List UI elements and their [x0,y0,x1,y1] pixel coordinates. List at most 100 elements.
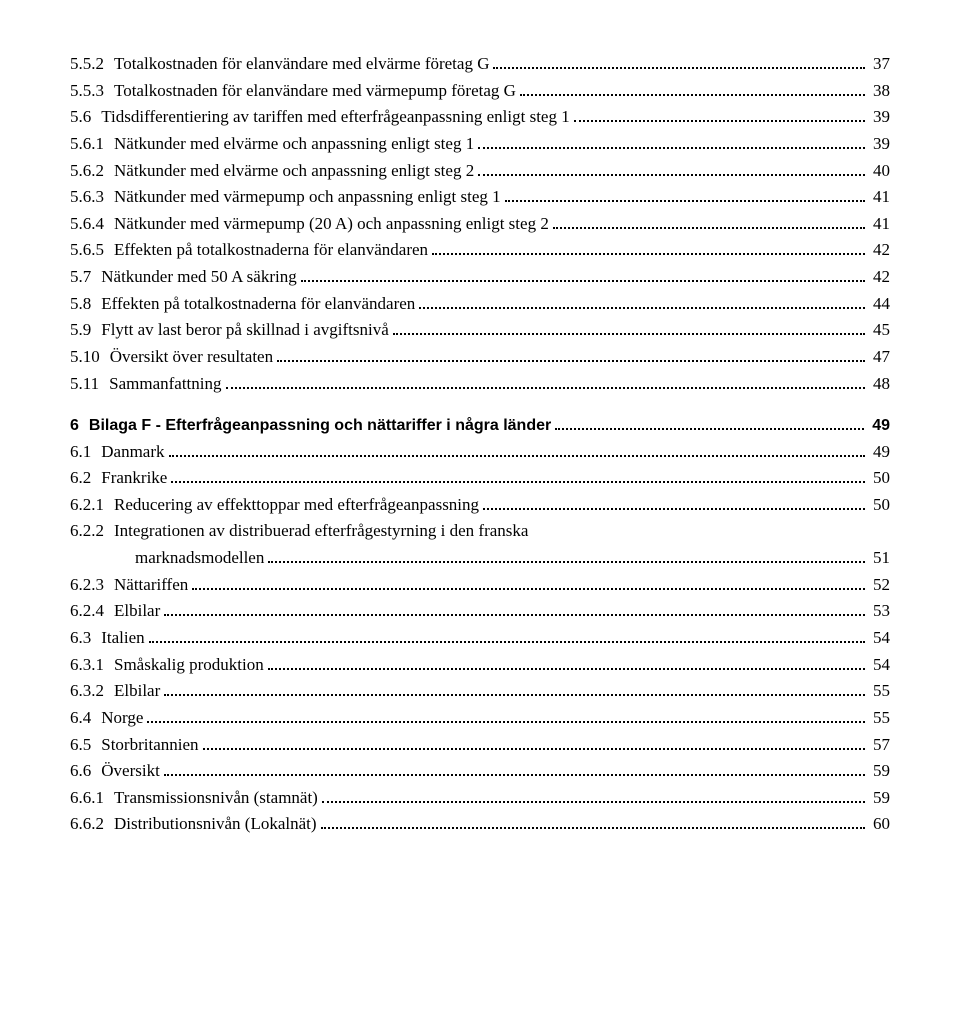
toc-number: 6.6.2 [70,812,114,837]
toc-number: 5.7 [70,265,101,290]
toc-page-number: 59 [869,759,890,784]
toc-leader-dots [505,200,865,202]
toc-leader-dots [553,227,865,229]
toc-number: 5.5.2 [70,52,114,77]
toc-number: 5.6.3 [70,185,114,210]
toc-number: 6.2.1 [70,493,114,518]
toc-number: 6.2.3 [70,573,114,598]
toc-title: Integrationen av distribuerad efterfråge… [114,519,528,544]
toc-title: Distributionsnivån (Lokalnät) [114,812,317,837]
toc-entry: 6.6Översikt 59 [70,759,890,784]
toc-number: 5.6.1 [70,132,114,157]
toc-leader-dots [301,280,865,282]
toc-title: Reducering av effekttoppar med efterfråg… [114,493,479,518]
toc-leader-dots [322,801,865,803]
toc-title: Nätkunder med 50 A säkring [101,265,296,290]
toc-entry: 5.5.3Totalkostnaden för elanvändare med … [70,79,890,104]
toc-entry: 6.5Storbritannien57 [70,733,890,758]
toc-leader-dots [169,455,865,457]
toc-page-number: 38 [869,79,890,104]
toc-title: Översikt [101,759,160,784]
toc-page-number: 41 [869,212,890,237]
toc-entry: 5.7Nätkunder med 50 A säkring42 [70,265,890,290]
toc-page-number: 51 [869,546,890,571]
toc-entry: 6.3.1Småskalig produktion54 [70,653,890,678]
toc-title: Danmark [101,440,164,465]
toc-number: 5.6.5 [70,238,114,263]
toc-page-number: 50 [869,493,890,518]
toc-page-number: 50 [869,466,890,491]
toc-number: 5.11 [70,372,109,397]
toc-title: Norge [101,706,143,731]
toc-entry: 6Bilaga F - Efterfrågeanpassning och nät… [70,414,890,437]
toc-leader-dots [493,67,865,69]
toc-page-number: 55 [869,706,890,731]
toc-entry: 6.6.2Distributionsnivån (Lokalnät)60 [70,812,890,837]
toc-title: Effekten på totalkostnaderna för elanvän… [101,292,415,317]
toc-number: 5.5.3 [70,79,114,104]
toc-leader-dots [171,481,865,483]
toc-title: Flytt av last beror på skillnad i avgift… [101,318,389,343]
toc-page-number: 42 [869,238,890,263]
toc-number: 6.3.2 [70,679,114,704]
toc-leader-dots [483,508,865,510]
toc-page-number: 41 [869,185,890,210]
toc-gap [70,398,890,412]
toc-number: 6.2.4 [70,599,114,624]
toc-title: Elbilar [114,599,160,624]
toc-entry: 5.6.5Effekten på totalkostnaderna för el… [70,238,890,263]
toc-page-number: 47 [869,345,890,370]
toc-leader-dots [192,588,865,590]
toc-title: Småskalig produktion [114,653,264,678]
toc-page-number: 49 [868,414,890,437]
toc-title: Nätkunder med värmepump och anpassning e… [114,185,501,210]
toc-entry: 6.6.1Transmissionsnivån (stamnät) 59 [70,786,890,811]
toc-leader-dots [164,614,865,616]
toc-page-number: 59 [869,786,890,811]
toc-number: 6.6 [70,759,101,784]
toc-leader-dots [478,174,865,176]
toc-entry: 5.8Effekten på totalkostnaderna för elan… [70,292,890,317]
toc-title: Italien [101,626,144,651]
toc-leader-dots [147,721,865,723]
toc-entry: 6.2.1Reducering av effekttoppar med efte… [70,493,890,518]
toc-entry: 6.4Norge55 [70,706,890,731]
toc-leader-dots [203,748,865,750]
toc-leader-dots [268,668,865,670]
toc-page-number: 37 [869,52,890,77]
toc-entry: 6.2.4Elbilar 53 [70,599,890,624]
toc-number: 6 [70,414,89,437]
table-of-contents: 5.5.2Totalkostnaden för elanvändare med … [70,52,890,837]
toc-page-number: 53 [869,599,890,624]
toc-number: 5.6.2 [70,159,114,184]
toc-entry: 5.5.2Totalkostnaden för elanvändare med … [70,52,890,77]
toc-title: Översikt över resultaten [110,345,273,370]
toc-page-number: 39 [869,132,890,157]
toc-title: Totalkostnaden för elanvändare med värme… [114,79,516,104]
toc-number: 6.3 [70,626,101,651]
toc-leader-dots [419,307,865,309]
toc-title: Nättariffen [114,573,188,598]
toc-number: 6.2.2 [70,519,114,544]
toc-leader-dots [520,94,865,96]
toc-title: Transmissionsnivån (stamnät) [114,786,318,811]
toc-title: Frankrike [101,466,167,491]
toc-title: Totalkostnaden för elanvändare med elvär… [114,52,489,77]
toc-page-number: 54 [869,653,890,678]
toc-number: 5.10 [70,345,110,370]
toc-page-number: 52 [869,573,890,598]
toc-leader-dots [478,147,865,149]
toc-leader-dots [268,561,865,563]
toc-page-number: 54 [869,626,890,651]
toc-leader-dots [226,387,866,389]
toc-entry: 5.6.2Nätkunder med elvärme och anpassnin… [70,159,890,184]
toc-page-number: 39 [869,105,890,130]
toc-page-number: 55 [869,679,890,704]
toc-entry: 6.2.2Integrationen av distribuerad efter… [70,519,890,544]
toc-entry: 6.1Danmark49 [70,440,890,465]
toc-title: Nätkunder med värmepump (20 A) och anpas… [114,212,549,237]
toc-entry: 5.6.4Nätkunder med värmepump (20 A) och … [70,212,890,237]
toc-title: Nätkunder med elvärme och anpassning enl… [114,132,474,157]
toc-entry: marknadsmodellen51 [70,546,890,571]
toc-number: 6.6.1 [70,786,114,811]
